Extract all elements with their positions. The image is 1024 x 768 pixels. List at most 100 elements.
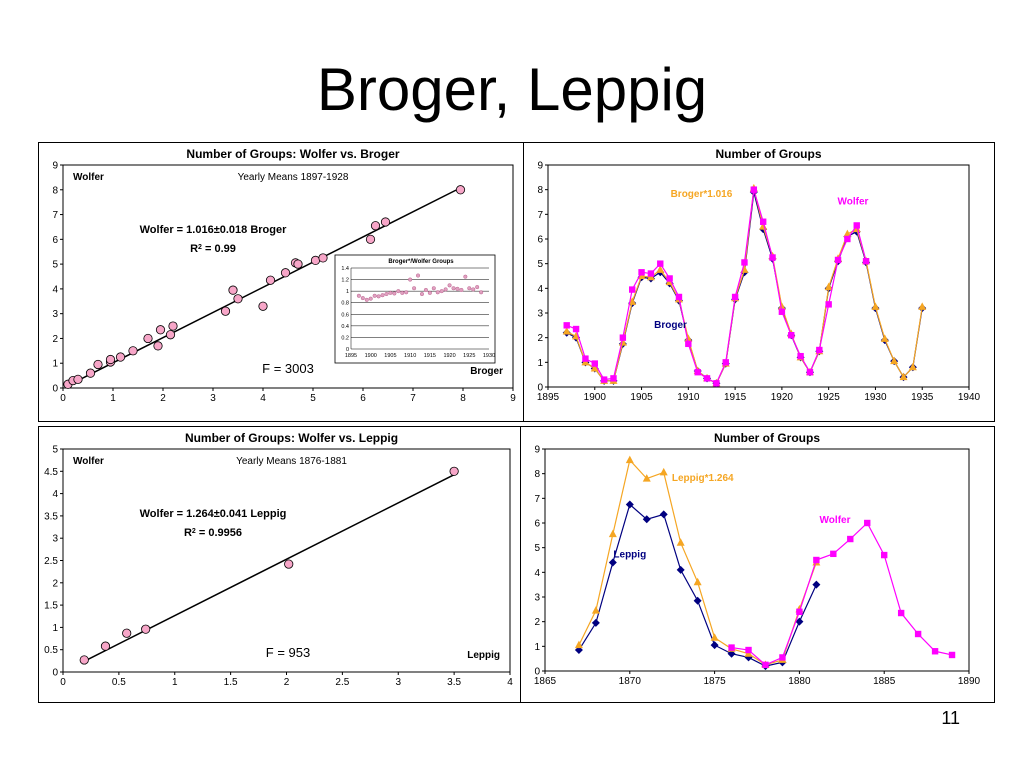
inset-data-point: [372, 293, 377, 298]
data-point: [365, 234, 376, 244]
series-line-wolfer: [566, 189, 867, 385]
data-point-wolfer: [779, 654, 786, 661]
x-tick-label: 3: [210, 393, 216, 404]
y-tick-label: 9: [52, 161, 58, 172]
x-tick-label: 1.5: [224, 677, 238, 688]
data-point: [284, 559, 294, 569]
y-tick-label: 3.5: [44, 511, 58, 522]
data-point-wolfer: [862, 258, 870, 265]
chart-panel-groups-broger: Number of Groups 1895 1900 1905 1910 1915 1920…: [523, 142, 995, 422]
data-point: [122, 628, 132, 638]
data-point-leppig: [625, 500, 634, 509]
x-tick-label: 1880: [788, 676, 811, 687]
x-tick-label: 1905: [630, 392, 653, 403]
y-tick-label: 2: [534, 617, 540, 628]
y-tick-label: 4: [537, 284, 543, 295]
inset-data-point: [392, 291, 397, 296]
inset-y-tick-label: 0.4: [341, 324, 349, 330]
f-statistic: F = 953: [266, 645, 310, 660]
x-tick-label: 2: [284, 677, 290, 688]
x-tick-label: 1940: [958, 392, 981, 403]
inset-chart-frame: [334, 254, 496, 364]
r2-prefix: R: [190, 243, 198, 255]
data-point: [265, 275, 276, 285]
data-point: [143, 333, 153, 344]
slide-title: Broger, Leppig: [316, 56, 708, 123]
inset-x-tick-label: 1915: [424, 353, 436, 359]
inset-data-point: [412, 286, 417, 291]
data-point: [280, 268, 291, 278]
data-point: [233, 294, 243, 304]
inset-data-point: [475, 285, 480, 290]
data-point: [128, 346, 138, 356]
inset-x-tick-label: 1925: [463, 353, 475, 359]
subtitle: Yearly Means 1876-1881: [236, 456, 347, 467]
y-tick-label: 3: [52, 309, 58, 320]
x-series-label: Leppig: [467, 650, 500, 661]
data-point-wolfer: [853, 222, 860, 229]
series-line-wolfer: [731, 522, 953, 666]
y-tick-label: 5: [534, 543, 540, 554]
data-point-wolfer: [582, 355, 589, 362]
inset-data-point: [356, 293, 361, 298]
x-tick-label: 0: [60, 393, 66, 404]
y-tick-label: 4: [52, 489, 58, 500]
y-tick-label: 5: [52, 445, 58, 456]
chart-title: Number of Groups: [714, 431, 820, 445]
data-point-wolfer: [638, 269, 645, 276]
y-tick-label: 2.5: [44, 556, 58, 567]
y-tick-label: 9: [537, 161, 543, 172]
inset-x-tick-label: 1895: [345, 353, 357, 359]
x-tick-label: 1875: [703, 676, 726, 687]
data-point: [165, 330, 176, 340]
data-point-leppig-1-264: [574, 640, 583, 649]
data-point-wolfer: [806, 369, 814, 376]
chart-title: Number of Groups: Wolfer vs. Leppig: [185, 431, 398, 445]
y-series-label: Wolfer: [73, 172, 104, 183]
data-point-leppig-1-264: [710, 633, 719, 641]
chart-wolfer-vs-leppig: Number of Groups: Wolfer vs. Leppig 0 0.5 1…: [44, 431, 513, 688]
inset-data-point: [408, 277, 413, 282]
chart-title: Number of Groups: [715, 147, 821, 161]
data-point: [153, 341, 163, 351]
data-point-leppig: [642, 515, 651, 524]
r2-superscript: 2: [192, 528, 196, 535]
inset-y-tick-label: 1.2: [341, 278, 349, 284]
inset-data-point: [427, 290, 432, 295]
r2-superscript: 2: [198, 244, 202, 251]
data-point: [258, 301, 268, 311]
x-tick-label: 1: [172, 677, 178, 688]
data-point-leppig-1-264: [625, 455, 634, 464]
data-point-leppig: [693, 596, 702, 605]
y-tick-label: 1: [534, 642, 540, 653]
data-point-broger-1-016: [824, 282, 833, 291]
inset-data-point: [479, 290, 484, 295]
x-tick-label: 1885: [873, 676, 896, 687]
inset-x-tick-label: 1910: [404, 353, 416, 359]
data-point-leppig-1-264: [693, 577, 702, 586]
x-tick-label: 1895: [537, 392, 560, 403]
r-squared: R2 = 0.9956: [184, 527, 242, 539]
chart-wolfer-vs-broger: Number of Groups: Wolfer vs. Broger 0 1 2 3 4…: [52, 147, 516, 404]
x-tick-label: 3: [395, 677, 401, 688]
inset-data-point: [451, 286, 456, 291]
y-tick-label: 0.5: [44, 645, 58, 656]
inset-data-point: [467, 286, 472, 291]
x-tick-label: 1910: [677, 392, 700, 403]
chart-panel-wolfer-vs-broger: Number of Groups: Wolfer vs. Broger 0 1 2 3 4…: [38, 142, 524, 422]
data-point: [228, 285, 238, 295]
y-tick-label: 6: [52, 235, 58, 246]
data-point-wolfer: [750, 186, 758, 193]
subtitle: Yearly Means 1897-1928: [238, 172, 349, 183]
x-tick-label: 1890: [958, 676, 981, 687]
data-point: [141, 624, 151, 634]
data-point-leppig-1-264: [591, 606, 600, 614]
data-point: [93, 359, 103, 370]
y-tick-label: 6: [537, 235, 543, 246]
data-point-broger-1-016: [908, 362, 917, 371]
inset-title: Broger*/Wolfer Groups: [388, 259, 454, 265]
data-point: [455, 185, 466, 195]
x-tick-label: 9: [510, 393, 516, 404]
x-tick-label: 1: [110, 393, 116, 404]
